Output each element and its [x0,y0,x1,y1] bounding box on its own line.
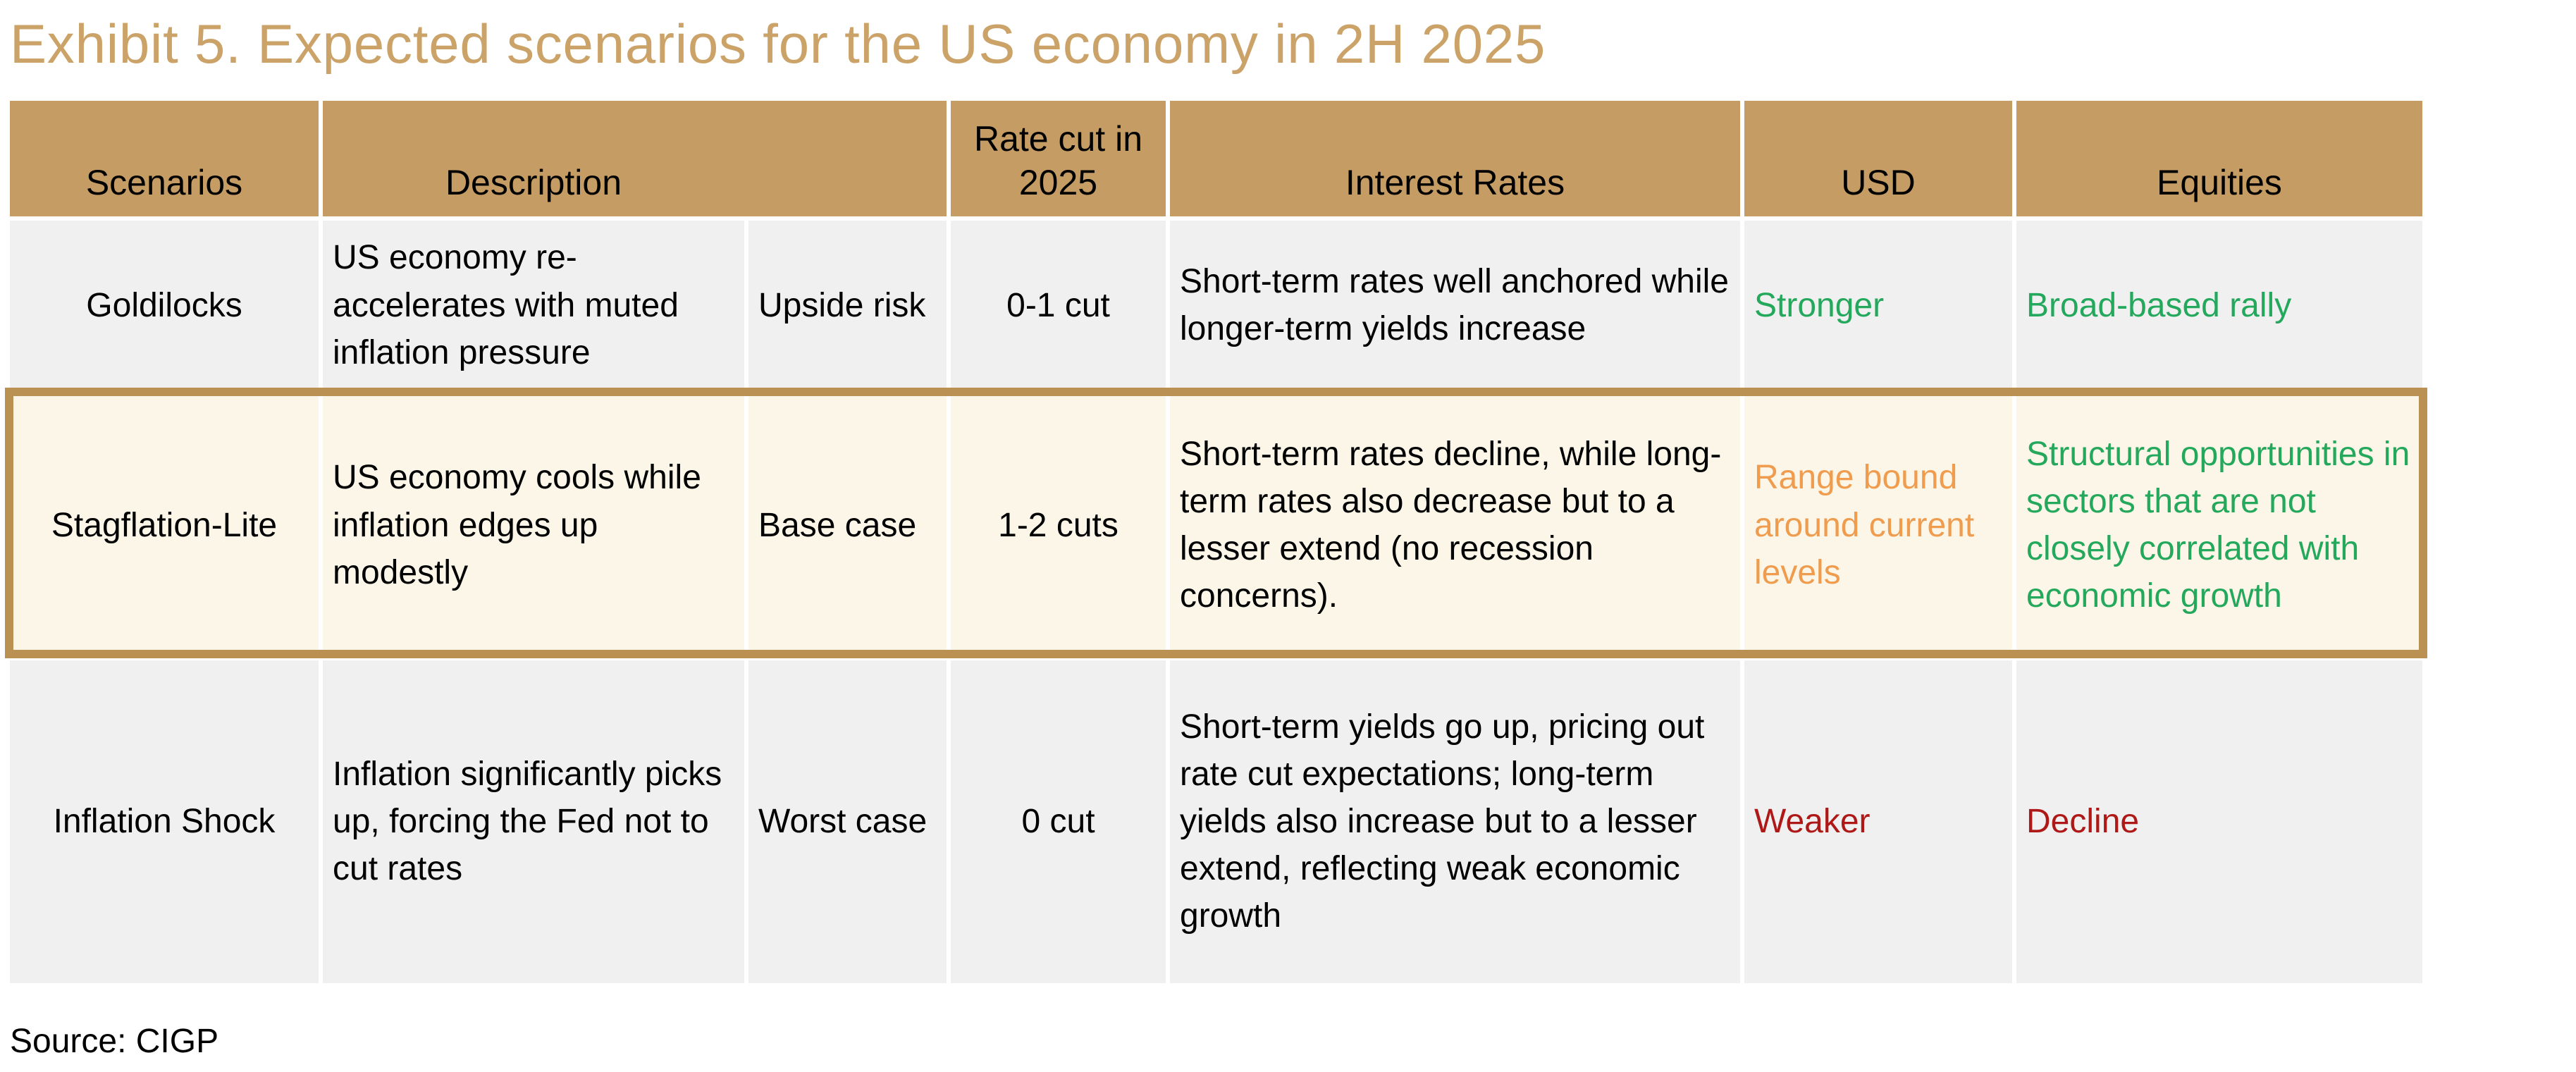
stagflation-lite-description-cell: US economy cools while inflation edges u… [323,394,744,656]
inflation-shock-usd-cell: Weaker [1744,660,2012,983]
page-title: Exhibit 5. Expected scenarios for the US… [10,13,1546,75]
header-rate-cut: Rate cut in 2025 [951,100,1166,216]
header-scenarios: Scenarios [10,100,319,216]
stagflation-lite-usd-cell: Range bound around current levels [1744,394,2012,656]
stagflation-lite-rate-cut-cell: 1-2 cuts [951,394,1166,656]
source-note: Source: CIGP [10,1022,219,1060]
inflation-shock-equities-cell: Decline [2016,660,2422,983]
stagflation-lite-scenario-cell: Stagflation-Lite [10,394,319,656]
inflation-shock-case-cell: Worst case [748,660,947,983]
inflation-shock-interest-rates-cell: Short-term yields go up, pricing out rat… [1170,660,1740,983]
scenarios-table-grid: Scenarios Description Rate cut in 2025 I… [10,100,2422,983]
goldilocks-equities-cell: Broad-based rally [2016,220,2422,390]
goldilocks-scenario-cell: Goldilocks [10,220,319,390]
goldilocks-rate-cut-cell: 0-1 cut [951,220,1166,390]
inflation-shock-description-cell: Inflation significantly picks up, forcin… [323,660,744,983]
stagflation-lite-equities-cell: Structural opportunities in sectors that… [2016,394,2422,656]
scenarios-table: Scenarios Description Rate cut in 2025 I… [5,100,2427,983]
header-equities: Equities [2016,100,2422,216]
inflation-shock-scenario-cell: Inflation Shock [10,660,319,983]
header-usd: USD [1744,100,2012,216]
goldilocks-case-cell: Upside risk [748,220,947,390]
header-description: Description [323,100,947,216]
goldilocks-interest-rates-cell: Short-term rates well anchored while lon… [1170,220,1740,390]
inflation-shock-rate-cut-cell: 0 cut [951,660,1166,983]
stagflation-lite-case-cell: Base case [748,394,947,656]
goldilocks-description-cell: US economy re-accelerates with muted inf… [323,220,744,390]
stagflation-lite-interest-rates-cell: Short-term rates decline, while long-ter… [1170,394,1740,656]
header-interest-rates: Interest Rates [1170,100,1740,216]
goldilocks-usd-cell: Stronger [1744,220,2012,390]
